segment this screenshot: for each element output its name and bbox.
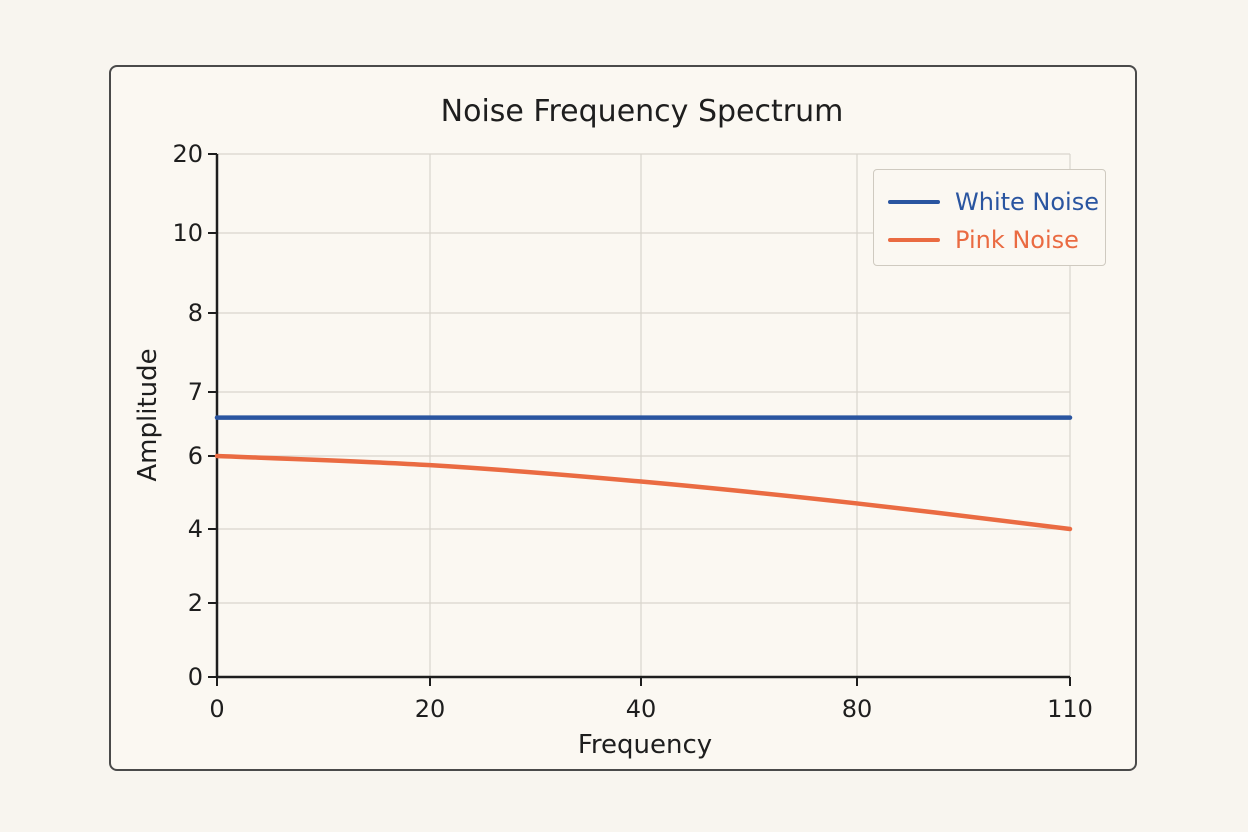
legend-item-white-noise[interactable]: White Noise [888,188,1099,216]
y-tick-label: 8 [188,299,203,327]
x-tick-label: 40 [626,695,657,723]
x-axis-label: Frequency [578,730,712,760]
series-lines [214,415,1073,532]
series-line-pink-noise [214,453,1073,532]
y-tick-label: 6 [188,442,203,470]
x-tick-label: 80 [842,695,873,723]
y-tick-label: 7 [188,378,203,406]
y-tick-label: 0 [188,663,203,691]
x-tick-label: 0 [209,695,224,723]
y-tick-label: 4 [188,515,203,543]
legend-label: Pink Noise [955,226,1079,254]
legend: White Noise Pink Noise [873,169,1106,266]
y-tick-label: 10 [172,219,203,247]
legend-item-pink-noise[interactable]: Pink Noise [888,226,1079,254]
legend-label: White Noise [955,188,1099,216]
y-tick-label: 20 [172,140,203,168]
tick-labels: 0 2 4 6 7 8 10 20 0 20 40 80 110 [172,140,1092,723]
legend-swatch [888,200,940,204]
legend-swatch [888,238,940,242]
chart-title: Noise Frequency Spectrum [440,94,844,129]
x-tick-label: 20 [415,695,446,723]
y-tick-label: 2 [188,589,203,617]
y-axis-label: Amplitude [133,348,163,481]
x-tick-label: 110 [1047,695,1093,723]
